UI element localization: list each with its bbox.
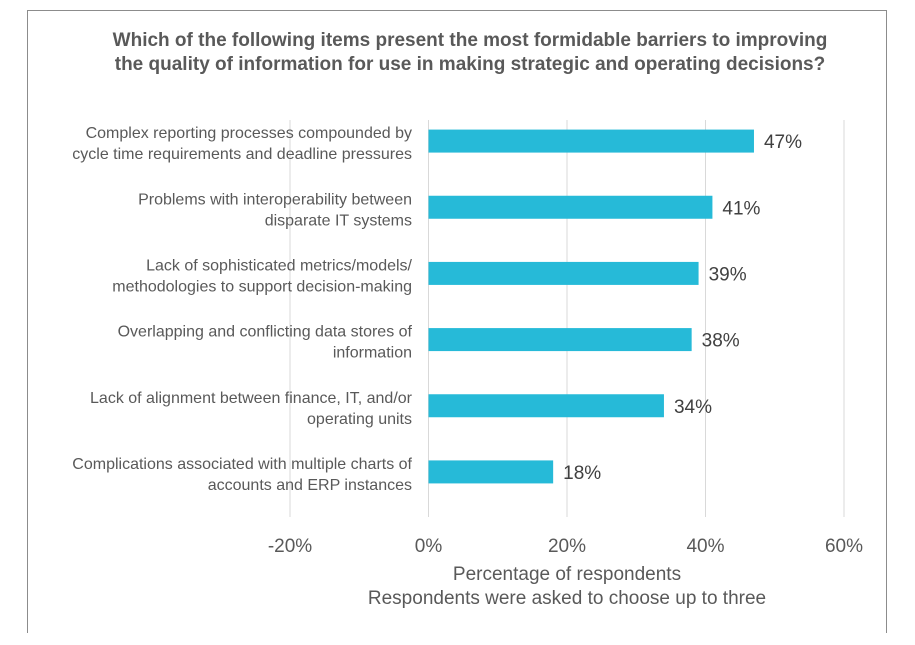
category-label: Problems with interoperability between <box>138 191 412 208</box>
x-tick-label: 60% <box>825 536 863 557</box>
data-label: 18% <box>563 463 601 484</box>
category-label: accounts and ERP instances <box>208 477 412 494</box>
category-label: cycle time requirements and deadline pre… <box>72 146 412 163</box>
bar <box>428 460 554 484</box>
bar <box>428 328 692 352</box>
category-label: Complications associated with multiple c… <box>72 456 412 473</box>
chart-frame <box>27 10 887 633</box>
data-label: 39% <box>709 264 747 285</box>
bar <box>428 195 713 219</box>
data-label: 34% <box>674 397 712 418</box>
category-label: Lack of sophisticated metrics/models/ <box>146 257 412 274</box>
category-label: operating units <box>307 411 412 428</box>
data-label: 41% <box>722 198 760 219</box>
category-label: Complex reporting processes compounded b… <box>86 125 412 142</box>
bar <box>428 129 754 153</box>
data-label: 38% <box>702 331 740 352</box>
bar <box>428 261 699 285</box>
x-axis-subtitle: Respondents were asked to choose up to t… <box>368 588 766 609</box>
chart-title: Which of the following items present the… <box>112 30 828 75</box>
data-label: 47% <box>764 132 802 153</box>
x-axis-title: Percentage of respondents <box>453 564 681 585</box>
x-tick-label: 20% <box>548 536 586 557</box>
bar <box>428 394 664 418</box>
category-label: Lack of alignment between finance, IT, a… <box>90 390 413 407</box>
category-label: information <box>333 345 412 362</box>
x-tick-label: -20% <box>268 536 312 557</box>
x-tick-label: 40% <box>686 536 724 557</box>
x-tick-label: 0% <box>415 536 443 557</box>
category-label: methodologies to support decision-making <box>112 278 412 295</box>
category-label: Overlapping and conflicting data stores … <box>118 324 413 341</box>
category-label: disparate IT systems <box>265 212 412 229</box>
